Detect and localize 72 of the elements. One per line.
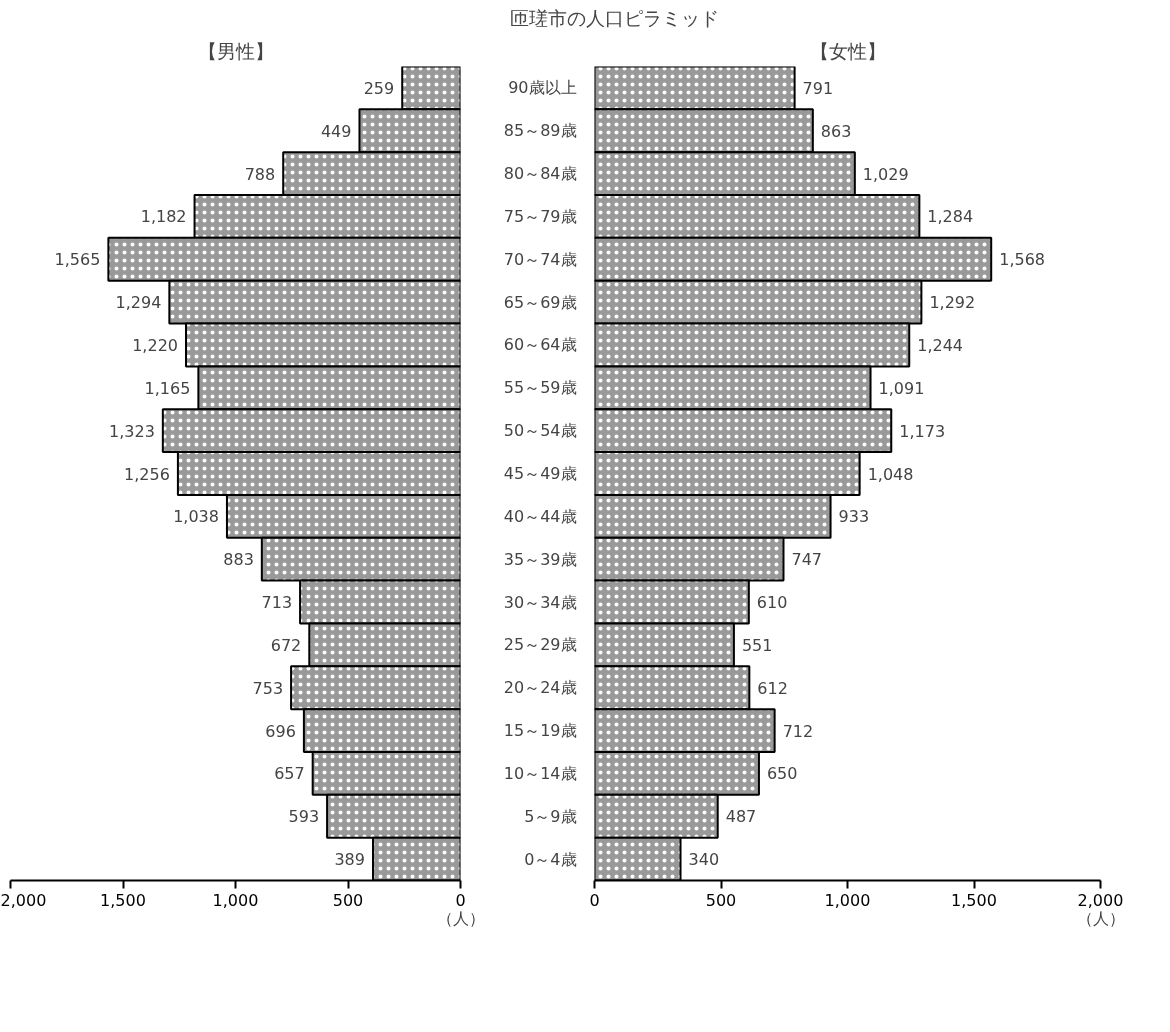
data-label: 672 bbox=[270, 635, 302, 655]
y-tick-label: 85～89歳 bbox=[503, 121, 577, 141]
y-tick-label: 45～49歳 bbox=[503, 464, 577, 483]
x-tick-label: 2,000 bbox=[0, 890, 47, 910]
data-label: 933 bbox=[838, 507, 870, 527]
x-tick-label: 1,000 bbox=[824, 890, 871, 910]
y-tick-label: 65～69歳 bbox=[503, 292, 577, 312]
y-tick-label: 5～9歳 bbox=[524, 806, 577, 826]
data-label: 551 bbox=[741, 635, 773, 655]
data-label: 1,029 bbox=[862, 164, 909, 184]
data-label: 487 bbox=[725, 807, 757, 827]
y-tick-label: 20～24歳 bbox=[503, 678, 577, 698]
data-label: 1,048 bbox=[867, 464, 914, 484]
y-tick-label: 90歳以上 bbox=[508, 78, 577, 98]
data-label: 713 bbox=[261, 593, 293, 613]
data-label: 1,165 bbox=[144, 378, 191, 398]
data-label: 883 bbox=[223, 550, 254, 570]
y-tick-label: 30～34歳 bbox=[503, 592, 577, 612]
y-tick-label: 55～59歳 bbox=[503, 378, 577, 398]
data-label: 753 bbox=[252, 678, 284, 698]
data-label: 340 bbox=[688, 850, 720, 870]
x-tick-label: 0 bbox=[589, 890, 600, 910]
y-tick-label: 50～54歳 bbox=[503, 421, 577, 441]
data-label: 788 bbox=[244, 164, 276, 184]
data-label: 1,323 bbox=[109, 421, 155, 441]
y-tick-label: 25～29歳 bbox=[503, 635, 577, 655]
data-label: 747 bbox=[791, 550, 823, 570]
x-tick-label: 1,500 bbox=[951, 890, 997, 910]
x-tick-label: 1,000 bbox=[212, 890, 259, 910]
x-tick-label: 0 bbox=[455, 890, 466, 910]
data-label: 657 bbox=[274, 764, 305, 784]
data-label: 1,182 bbox=[140, 207, 187, 227]
data-label: 1,256 bbox=[124, 464, 170, 484]
data-label: 610 bbox=[756, 593, 788, 613]
data-label: 1,038 bbox=[173, 507, 219, 527]
chart-subtitle: 【女性】 bbox=[809, 40, 886, 62]
data-label: 696 bbox=[265, 721, 296, 741]
data-label: 1,091 bbox=[878, 378, 925, 398]
x-axis-title: （人） bbox=[1076, 908, 1125, 928]
data-label: 389 bbox=[334, 850, 365, 870]
data-label: 1,244 bbox=[917, 335, 964, 355]
data-label: 791 bbox=[802, 78, 834, 98]
data-label: 1,220 bbox=[132, 335, 179, 355]
y-tick-label: 60～64歳 bbox=[503, 335, 577, 355]
data-label: 712 bbox=[782, 721, 814, 741]
x-tick-label: 500 bbox=[705, 890, 737, 910]
chart-subtitle: 【男性】 bbox=[197, 40, 274, 62]
x-tick-label: 500 bbox=[332, 890, 364, 910]
x-tick-label: 1,500 bbox=[100, 890, 146, 910]
y-tick-label: 40～44歳 bbox=[503, 506, 577, 526]
y-tick-label: 15～19歳 bbox=[503, 721, 577, 741]
data-label: 612 bbox=[757, 678, 788, 698]
y-tick-label: 75～79歳 bbox=[503, 206, 577, 226]
y-tick-label: 0～4歳 bbox=[524, 849, 577, 869]
chart-title: 匝瑳市の人口ピラミッド bbox=[509, 7, 719, 29]
data-label: 650 bbox=[766, 764, 798, 784]
data-label: 1,294 bbox=[115, 293, 162, 313]
data-label: 1,568 bbox=[999, 250, 1046, 270]
y-tick-label: 35～39歳 bbox=[503, 549, 577, 569]
data-label: 593 bbox=[288, 807, 320, 827]
data-label: 1,173 bbox=[899, 421, 946, 441]
x-axis-title: （人） bbox=[436, 908, 485, 928]
data-label: 259 bbox=[363, 78, 395, 98]
data-label: 449 bbox=[320, 121, 352, 141]
data-label: 863 bbox=[820, 121, 852, 141]
data-label: 1,284 bbox=[927, 207, 974, 227]
y-tick-label: 10～14歳 bbox=[503, 763, 577, 783]
y-tick-label: 70～74歳 bbox=[503, 249, 577, 269]
data-label: 1,565 bbox=[54, 250, 101, 270]
data-label: 1,292 bbox=[929, 293, 976, 313]
x-tick-label: 2,000 bbox=[1077, 890, 1124, 910]
y-tick-label: 80～84歳 bbox=[503, 164, 577, 184]
